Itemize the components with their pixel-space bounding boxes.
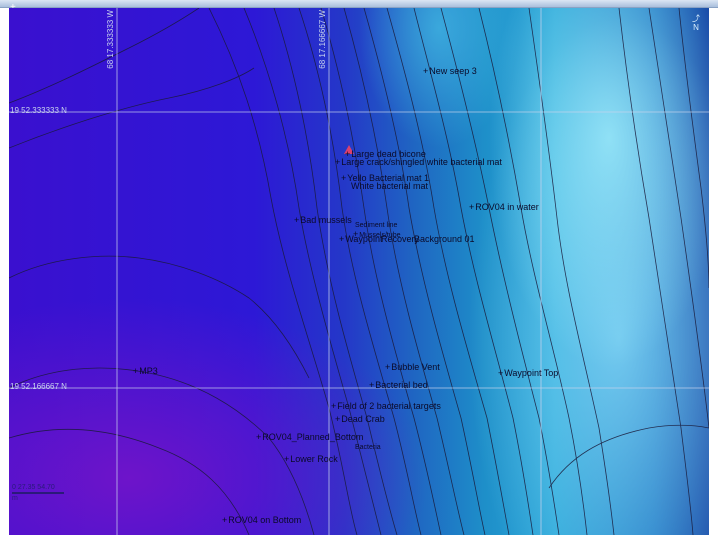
feature-label[interactable]: Sediment line	[355, 222, 398, 229]
waypoint-marker-icon: +	[423, 66, 429, 76]
feature-label[interactable]: +MP3	[133, 366, 158, 376]
scale-bar-values: 0 27.35 54.70	[12, 484, 55, 491]
waypoint-marker-icon: +	[498, 368, 504, 378]
waypoint-marker-icon: +	[284, 454, 290, 464]
waypoint-marker-icon: +	[335, 157, 341, 167]
waypoint-marker-icon: +	[294, 215, 300, 225]
window-top-bar	[0, 0, 718, 8]
scale-bar-line	[12, 492, 64, 494]
waypoint-marker-icon: +	[341, 173, 347, 183]
feature-label[interactable]: +Waypoint Top	[498, 368, 559, 378]
contour-lines	[9, 8, 709, 535]
feature-label[interactable]: +Lower Rock	[284, 454, 338, 464]
waypoint-marker-icon: +	[345, 149, 351, 159]
feature-label[interactable]: +Large dead bicone	[345, 149, 426, 159]
north-label: N	[693, 23, 699, 32]
feature-label[interactable]: Bacteria	[355, 444, 381, 451]
scale-bar: 0 27.35 54.70 m	[12, 484, 64, 502]
feature-label[interactable]: +ROV04_Planned_Bottom	[256, 432, 364, 442]
bathymetry-map[interactable]: 19 52.333333 N 19 52.166667 N 68 17.3333…	[9, 8, 709, 535]
corner-crosshair-icon: +	[10, 2, 16, 13]
grid-latitude-label-south: 19 52.166667 N	[10, 382, 67, 391]
waypoint-marker-icon: +	[469, 202, 475, 212]
feature-label[interactable]: +Mussels/tube	[353, 229, 401, 239]
waypoint-marker-icon: +	[331, 401, 337, 411]
feature-label[interactable]: Recovery	[381, 234, 420, 244]
feature-label[interactable]: +ROV04 on Bottom	[222, 515, 302, 525]
grid-longitude-label-east: 68 17.166667 W	[318, 10, 327, 69]
north-arrow-icon: ⤴ N	[692, 14, 700, 32]
waypoint-marker-icon: +	[353, 229, 359, 239]
grid-longitude-label-west: 68 17.333333 W	[106, 10, 115, 69]
waypoint-marker-icon: +	[369, 380, 375, 390]
left-margin	[0, 8, 9, 535]
feature-label[interactable]: +Bubble Vent	[385, 362, 440, 372]
feature-label[interactable]: +Bacterial bed	[369, 380, 428, 390]
feature-label[interactable]: +Yello Bacterial mat 1	[341, 173, 429, 183]
waypoint-marker-icon: +	[133, 366, 139, 376]
feature-label[interactable]: +New seep 3	[423, 66, 477, 76]
feature-label[interactable]: +Dead Crab	[335, 414, 385, 424]
feature-label[interactable]: +Field of 2 bacterial targets	[331, 401, 441, 411]
waypoint-marker-icon: +	[385, 362, 391, 372]
feature-label[interactable]: +Waypoint	[339, 234, 383, 244]
waypoint-marker-icon: +	[339, 234, 345, 244]
waypoint-marker-icon: +	[335, 414, 341, 424]
right-margin	[709, 8, 718, 535]
waypoint-marker-icon: +	[222, 515, 228, 525]
feature-label[interactable]: Background 01	[414, 234, 475, 244]
waypoint-marker-icon: +	[256, 432, 262, 442]
feature-label[interactable]: +Bad mussels	[294, 215, 352, 225]
scale-bar-units: m	[12, 495, 18, 502]
grid-latitude-label-north: 19 52.333333 N	[10, 106, 67, 115]
rov-position-marker-icon[interactable]	[344, 145, 354, 154]
feature-label[interactable]: +Large crack/shingled white bacterial ma…	[335, 157, 502, 167]
feature-label[interactable]: White bacterial mat	[351, 181, 429, 191]
feature-label[interactable]: +ROV04 in water	[469, 202, 539, 212]
